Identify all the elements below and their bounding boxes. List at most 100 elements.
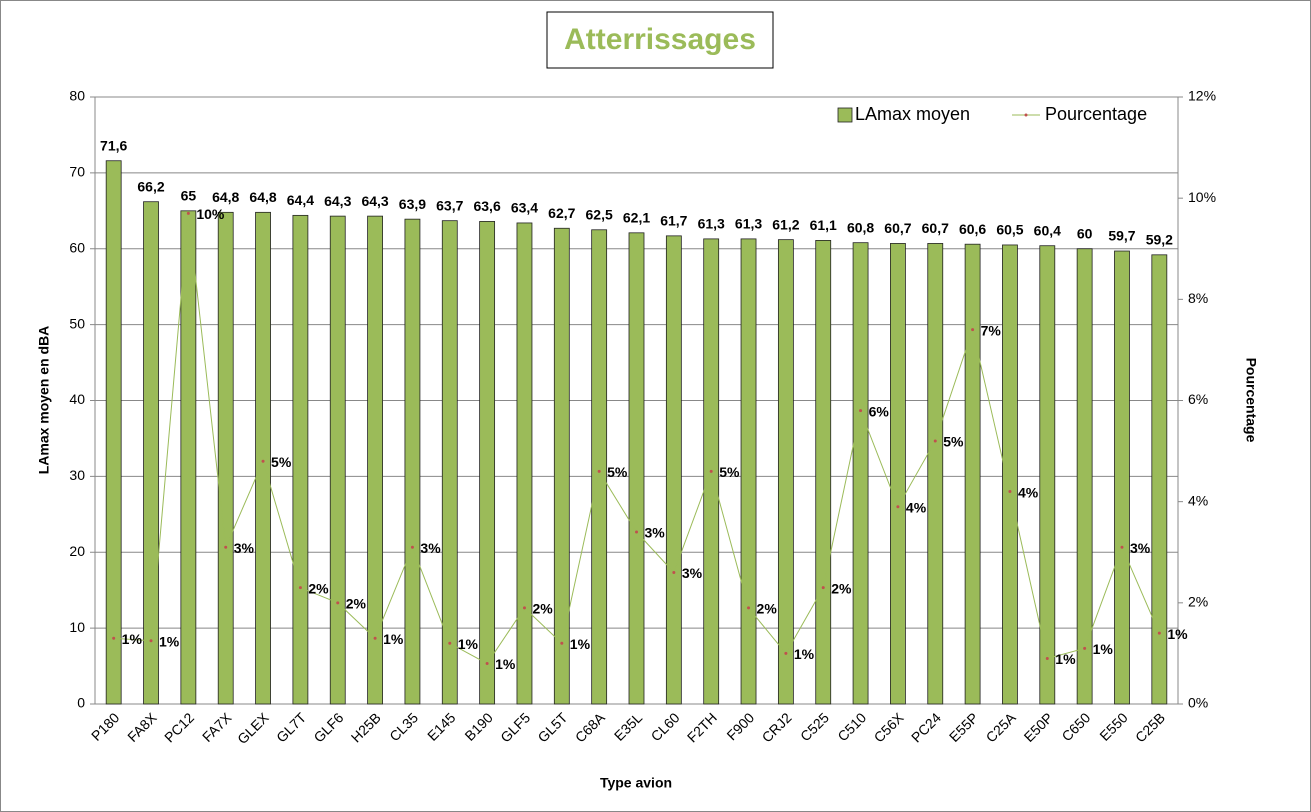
line-marker <box>224 545 228 549</box>
line-marker <box>859 409 863 413</box>
bar <box>180 210 197 705</box>
legend-label: LAmax moyen <box>855 104 970 124</box>
bar-value-label: 71,6 <box>100 137 127 153</box>
bar <box>292 214 309 705</box>
legend-label: Pourcentage <box>1045 104 1147 124</box>
line-value-label: 3% <box>682 565 703 581</box>
line-value-label: 1% <box>458 636 479 652</box>
y2-tick-label: 10% <box>1188 189 1216 205</box>
line-marker <box>1083 646 1087 650</box>
line-marker <box>186 211 190 215</box>
line-marker <box>261 459 265 463</box>
y-tick-label: 0 <box>77 695 85 711</box>
bar <box>591 229 608 705</box>
line-marker <box>709 469 713 473</box>
bar-value-label: 61,1 <box>810 217 837 233</box>
bar-value-label: 62,7 <box>548 205 575 221</box>
line-value-label: 1% <box>1055 651 1076 667</box>
bar <box>964 243 981 705</box>
y-tick-label: 80 <box>69 88 85 104</box>
line-value-label: 2% <box>308 580 329 596</box>
line-value-label: 5% <box>719 464 740 480</box>
title-box <box>546 11 774 69</box>
line-value-label: 7% <box>981 322 1002 338</box>
bar <box>255 211 271 705</box>
y-axis-title: LAmax moyen en dBA <box>36 326 52 475</box>
line-marker <box>1157 631 1161 635</box>
line-marker <box>336 601 340 605</box>
line-value-label: 2% <box>757 601 778 617</box>
line-value-label: 3% <box>1130 540 1151 556</box>
bar-value-label: 64,3 <box>324 193 351 209</box>
line-marker <box>560 641 564 645</box>
bar-value-label: 64,4 <box>287 192 314 208</box>
bar <box>367 215 383 705</box>
bar-value-label: 61,3 <box>735 216 762 232</box>
bar-value-label: 62,1 <box>623 210 650 226</box>
bar-value-label: 62,5 <box>586 206 613 222</box>
bar-value-label: 61,3 <box>698 216 725 232</box>
line-marker <box>522 606 526 610</box>
line-value-label: 3% <box>234 540 255 556</box>
line-value-label: 3% <box>420 540 441 556</box>
line-marker <box>1008 490 1012 494</box>
bar <box>890 243 906 705</box>
bar <box>1076 248 1093 705</box>
line-value-label: 1% <box>383 631 404 647</box>
bar <box>1039 245 1056 705</box>
line-value-label: 1% <box>570 636 591 652</box>
line-value-label: 1% <box>495 656 516 672</box>
line-value-label: 4% <box>1018 484 1039 500</box>
line-marker <box>485 662 489 666</box>
line-marker <box>112 636 116 640</box>
bar <box>1151 254 1168 705</box>
legend-marker <box>1024 113 1028 117</box>
bar-value-label: 63,6 <box>473 198 500 214</box>
bar-value-label: 60,6 <box>959 221 986 237</box>
bar-value-label: 61,2 <box>772 216 799 232</box>
line-marker <box>747 606 751 610</box>
bar <box>217 211 234 705</box>
bar-value-label: 61,7 <box>660 213 687 229</box>
line-value-label: 1% <box>1167 626 1188 642</box>
y2-tick-label: 4% <box>1188 492 1208 508</box>
bar <box>665 235 682 705</box>
bar <box>143 201 159 705</box>
line-marker <box>672 570 676 574</box>
bar <box>740 238 757 705</box>
line-marker <box>149 639 153 643</box>
bar-value-label: 64,8 <box>212 189 239 205</box>
bar-value-label: 60,4 <box>1034 222 1061 238</box>
chart-title: Atterrissages <box>564 23 756 56</box>
bar <box>628 232 645 705</box>
bar <box>927 243 944 705</box>
y-tick-label: 10 <box>69 619 85 635</box>
y2-tick-label: 12% <box>1188 88 1216 104</box>
bar <box>553 227 570 705</box>
x-axis-title: Type avion <box>600 775 672 791</box>
line-value-label: 1% <box>122 631 143 647</box>
line-marker <box>597 469 601 473</box>
line-marker <box>1120 545 1124 549</box>
line-value-label: 1% <box>159 633 180 649</box>
bar-value-label: 59,7 <box>1108 228 1135 244</box>
line-marker <box>635 530 638 534</box>
line-value-label: 1% <box>794 646 815 662</box>
bar-value-label: 66,2 <box>137 178 164 194</box>
line-value-label: 2% <box>532 601 553 617</box>
bar-value-label: 63,4 <box>511 200 538 216</box>
bar <box>852 242 869 705</box>
line-value-label: 5% <box>271 454 292 470</box>
bar-value-label: 60,7 <box>922 220 949 236</box>
bar-value-label: 60,7 <box>884 220 911 236</box>
line-value-label: 5% <box>943 434 964 450</box>
bar <box>441 220 458 705</box>
line-marker <box>821 586 825 590</box>
y-tick-label: 50 <box>69 315 85 331</box>
y2-tick-label: 2% <box>1188 594 1208 610</box>
line-value-label: 5% <box>607 464 628 480</box>
line-value-label: 6% <box>869 403 890 419</box>
bar-value-label: 63,9 <box>399 196 426 212</box>
bar <box>1114 250 1130 705</box>
bar <box>1002 244 1018 705</box>
